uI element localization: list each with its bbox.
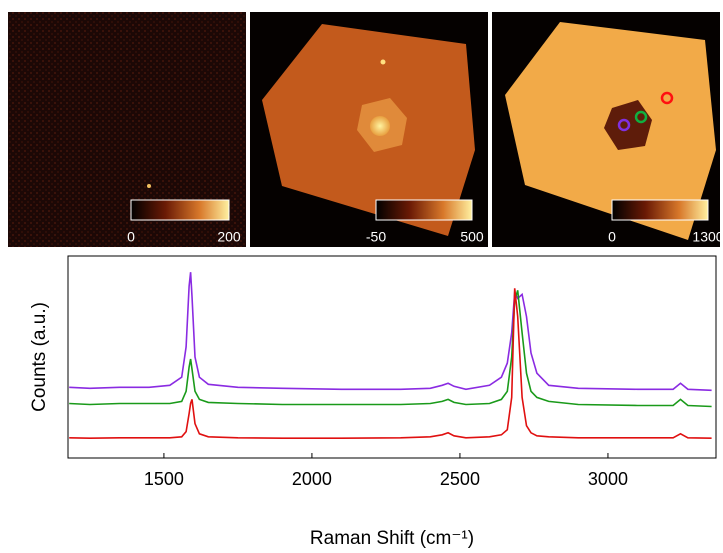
- plot-frame: [67, 255, 717, 459]
- colorbar-tick-label: 200: [217, 229, 241, 245]
- colorbar-tick-label: -50: [366, 229, 386, 245]
- spectrum-line: [69, 272, 712, 392]
- marker-red: [660, 91, 674, 105]
- colorbar: [130, 199, 230, 221]
- marker-green: [634, 110, 648, 124]
- spectrum-line: [69, 290, 712, 408]
- colorbar-tick-label: 0: [608, 229, 616, 245]
- map-3: [492, 12, 720, 247]
- colorbar: [611, 199, 709, 221]
- colorbar-tick-label: 500: [460, 229, 484, 245]
- x-tick-label: 2000: [292, 469, 332, 489]
- colorbar-tick-label: 0: [127, 229, 135, 245]
- x-tick-label: 1500: [144, 469, 184, 489]
- colorbar: [375, 199, 473, 221]
- marker-purple: [617, 118, 631, 132]
- colorbar-tick-label: 1300: [692, 229, 723, 245]
- map-2: [250, 12, 488, 247]
- x-tick-label: 3000: [588, 469, 628, 489]
- spectrum-line: [69, 288, 712, 440]
- x-tick-label: 2500: [440, 469, 480, 489]
- x-axis-label: Raman Shift (cm⁻¹): [310, 528, 474, 549]
- y-axis-label: Counts (a.u.): [29, 302, 50, 412]
